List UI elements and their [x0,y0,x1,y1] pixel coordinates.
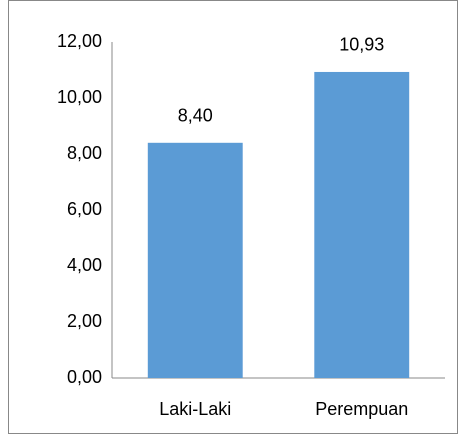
y-tick-label: 4,00 [67,255,102,275]
y-tick-label: 12,00 [57,31,102,51]
y-tick-label: 10,00 [57,87,102,107]
y-tick-label: 0,00 [67,367,102,387]
y-tick-label: 6,00 [67,199,102,219]
y-tick-label: 2,00 [67,311,102,331]
data-label: 8,40 [178,106,213,126]
x-tick-label: Perempuan [315,399,408,419]
data-label: 10,93 [339,35,384,55]
bar [147,142,243,378]
bar [314,71,410,379]
x-tick-label: Laki-Laki [159,399,231,419]
y-tick-label: 8,00 [67,143,102,163]
